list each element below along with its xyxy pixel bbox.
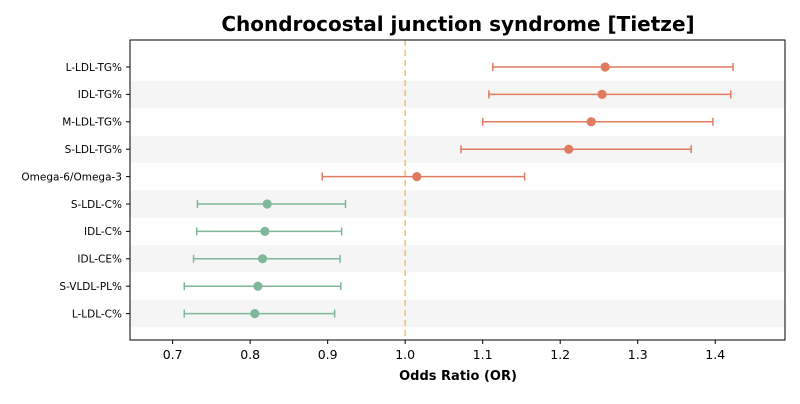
- point-estimate: [412, 172, 422, 182]
- forest-row: [460, 144, 692, 154]
- x-tick-label: 0.8: [240, 347, 260, 362]
- forest-row: [192, 254, 341, 264]
- point-estimate: [597, 89, 607, 99]
- y-tick-label: S-VLDL-PL%: [59, 281, 122, 293]
- x-tick-label: 1.4: [705, 347, 725, 362]
- x-tick-label: 0.9: [318, 347, 338, 362]
- forest-row: [321, 172, 526, 182]
- point-estimate: [250, 309, 260, 319]
- x-axis-ticks: 0.7 0.8 0.9 1.0 1.1 1.2 1.3 1.4: [163, 340, 725, 362]
- point-estimate: [262, 199, 272, 209]
- forest-row: [488, 89, 732, 99]
- forest-row: [492, 62, 734, 72]
- point-estimate: [260, 226, 270, 236]
- x-tick-label: 1.3: [628, 347, 648, 362]
- x-tick-label: 1.2: [550, 347, 570, 362]
- y-tick-label: L-LDL-C%: [72, 308, 122, 320]
- point-estimate: [600, 62, 610, 72]
- plot-frame: [129, 39, 786, 341]
- forest-row: [481, 117, 714, 127]
- y-tick-label: L-LDL-TG%: [66, 62, 122, 74]
- x-axis-label: Odds Ratio (OR): [399, 369, 517, 384]
- point-estimate: [257, 254, 268, 264]
- data-rows: [183, 62, 734, 319]
- y-tick-label: IDL-CE%: [77, 254, 122, 266]
- y-tick-label: S-LDL-C%: [71, 199, 122, 211]
- y-tick-label: IDL-C%: [84, 226, 122, 238]
- forest-row: [183, 309, 336, 319]
- forest-row: [195, 226, 343, 236]
- point-estimate: [586, 117, 596, 127]
- forest-row: [196, 199, 347, 209]
- x-tick-label: 1.0: [395, 347, 415, 362]
- y-tick-label: M-LDL-TG%: [62, 117, 122, 129]
- x-tick-label: 0.7: [163, 347, 183, 362]
- y-axis-ticks: L-LDL-TG% IDL-TG% M-LDL-TG% S-LDL-TG% Omega-…: [21, 62, 130, 320]
- y-tick-label: Omega-6/Omega-3: [21, 171, 122, 183]
- y-tick-label: IDL-TG%: [78, 89, 122, 101]
- point-estimate: [564, 144, 574, 154]
- forest-row: [183, 281, 342, 291]
- chart-title: Chondrocostal junction syndrome [Tietze]: [221, 12, 694, 36]
- y-tick-label: S-LDL-TG%: [65, 144, 122, 156]
- point-estimate: [253, 281, 263, 291]
- x-tick-label: 1.1: [473, 347, 493, 362]
